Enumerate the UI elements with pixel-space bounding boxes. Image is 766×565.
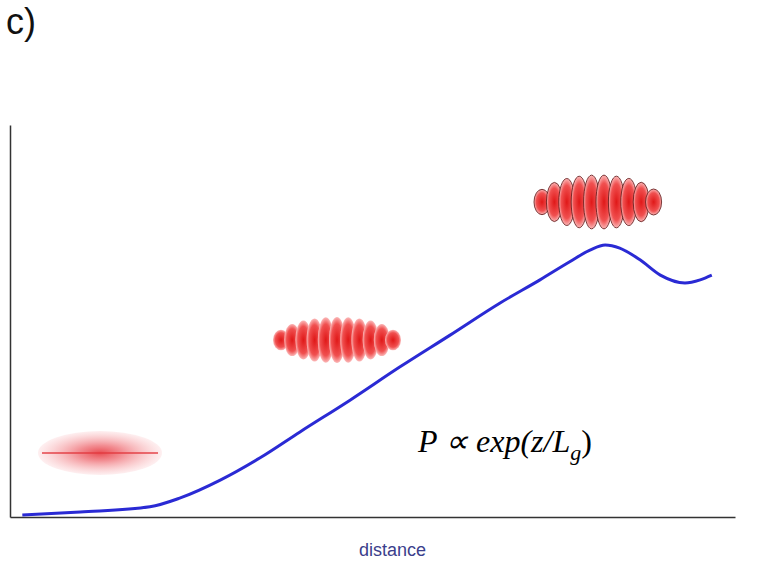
bunch-slice: [385, 330, 401, 351]
panel-label: c): [6, 1, 36, 42]
bunch-slice: [646, 189, 662, 215]
annotation-subscript: g: [570, 440, 581, 465]
illustrations: [38, 175, 662, 475]
annotation: P ∝ exp(z/Lg): [417, 423, 592, 465]
annotation-after: ): [581, 423, 592, 459]
x-axis: [11, 517, 736, 518]
microbunch-mid: [273, 317, 401, 363]
chart: c) distance P ∝ exp(z/Lg): [0, 0, 766, 565]
y-axis: [10, 126, 11, 518]
power-curve: [22, 245, 711, 515]
plot-area: [22, 245, 711, 515]
annotation-text: P ∝ exp(z/L: [417, 423, 570, 459]
axis-line: [10, 126, 12, 518]
smooth-bunch: [38, 431, 162, 475]
axis-line: [11, 517, 736, 519]
bunch-core: [42, 452, 158, 454]
microbunch-end: [534, 175, 662, 229]
x-axis-title: distance: [359, 540, 426, 560]
